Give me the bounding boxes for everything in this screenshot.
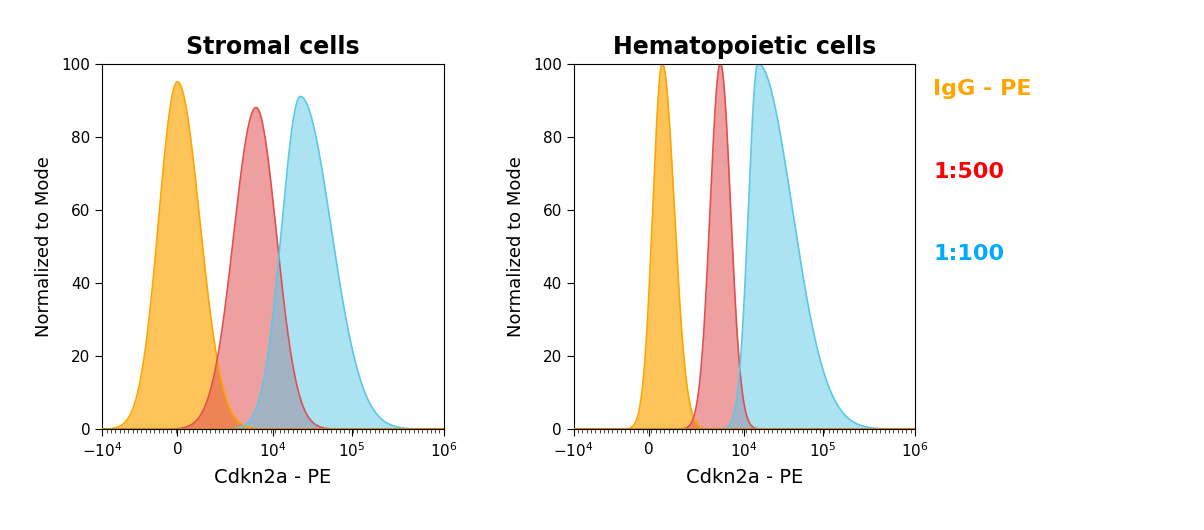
Text: IgG - PE: IgG - PE xyxy=(933,80,1032,100)
Y-axis label: Normalized to Mode: Normalized to Mode xyxy=(35,156,53,337)
Y-axis label: Normalized to Mode: Normalized to Mode xyxy=(507,156,525,337)
X-axis label: Cdkn2a - PE: Cdkn2a - PE xyxy=(214,468,331,487)
Text: 1:100: 1:100 xyxy=(933,244,1004,264)
Title: Stromal cells: Stromal cells xyxy=(187,35,360,59)
Text: 1:500: 1:500 xyxy=(933,162,1004,182)
X-axis label: Cdkn2a - PE: Cdkn2a - PE xyxy=(686,468,803,487)
Title: Hematopoietic cells: Hematopoietic cells xyxy=(613,35,877,59)
